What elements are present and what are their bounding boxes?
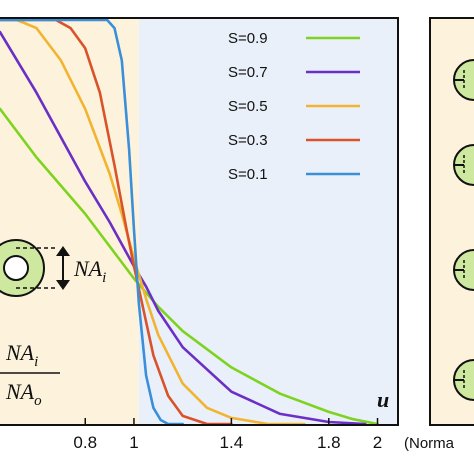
x-tick-label: 1.8 <box>317 433 341 452</box>
shaded-region-2 <box>138 18 397 424</box>
fraction-denominator: NAo <box>5 379 42 409</box>
fraction-numerator: NAi <box>5 340 38 370</box>
legend-label: S=0.7 <box>228 64 268 81</box>
series-line-s-0-1 <box>0 18 184 426</box>
x-tick-label: 2 <box>373 433 382 452</box>
series-line-s-0-7 <box>0 30 367 426</box>
series-line-s-0-5 <box>0 18 306 426</box>
x-axis-ticks: 0.8 1 1.4 1.8 2 <box>73 418 382 452</box>
pupil-icon <box>453 59 474 101</box>
double-arrow-icon <box>56 246 70 290</box>
shaded-region-1 <box>0 18 139 424</box>
series-lines <box>0 18 379 426</box>
pupil-icon <box>453 249 474 291</box>
na-inner-label: NAi <box>73 256 106 286</box>
annular-pupil-icon <box>0 239 58 297</box>
x-tick-label: 1.4 <box>220 433 244 452</box>
x-tick-label: 1 <box>129 433 138 452</box>
plot-frame <box>0 17 399 426</box>
x-axis-label: u <box>377 387 389 412</box>
legend-label: S=0.5 <box>228 98 268 115</box>
series-line-s-0-3 <box>0 18 233 426</box>
series-line-s-0-9 <box>0 107 379 426</box>
x-axis-unit-label: (Norma <box>404 435 455 452</box>
legend-label: S=0.3 <box>228 132 268 149</box>
pupil-icon <box>453 144 474 186</box>
shaded-regions <box>0 18 397 424</box>
legend: S=0.9 S=0.7 S=0.5 S=0.3 S=0.1 <box>228 30 360 183</box>
pupil-panel <box>429 17 474 426</box>
pupil-icon <box>453 359 474 401</box>
x-tick-label: 0.8 <box>73 433 97 452</box>
legend-label: S=0.1 <box>228 166 268 183</box>
legend-label: S=0.9 <box>228 30 268 47</box>
